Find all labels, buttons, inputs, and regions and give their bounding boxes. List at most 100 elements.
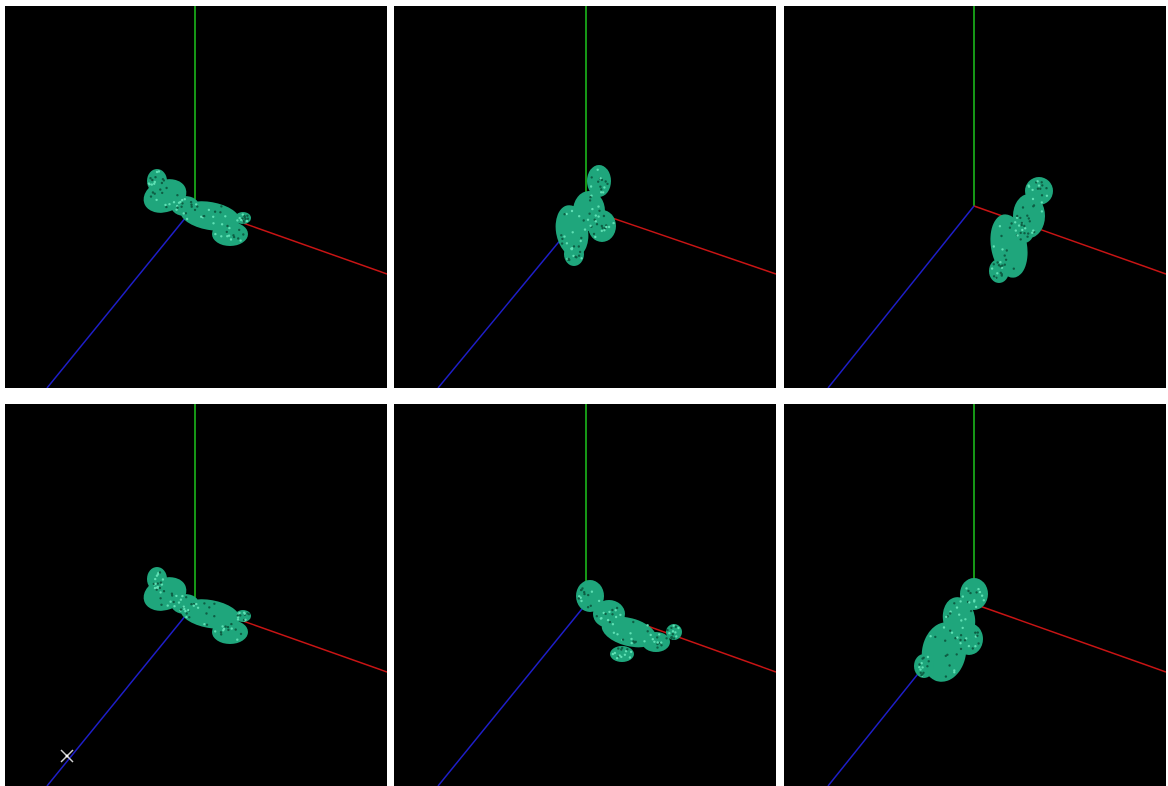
model-texture [240, 218, 243, 222]
model-texture [1016, 234, 1019, 237]
model-texture [1031, 197, 1035, 201]
model-texture [579, 596, 582, 599]
model-texture [965, 637, 968, 640]
model-texture [615, 657, 619, 660]
model-texture [611, 613, 614, 616]
model-texture [150, 183, 153, 186]
model-texture [926, 655, 930, 659]
model-texture [152, 582, 155, 586]
model-texture [587, 593, 590, 597]
scene-canvas[interactable] [784, 404, 1166, 786]
model-texture [583, 591, 586, 594]
model-texture [658, 633, 661, 636]
model-texture [219, 631, 223, 634]
model-texture [243, 611, 246, 614]
model-texture [948, 664, 951, 667]
model-texture [230, 622, 233, 626]
model-texture [600, 229, 603, 233]
scene-canvas[interactable] [784, 6, 1166, 388]
model-texture [590, 176, 593, 179]
model-texture [959, 638, 962, 642]
model-texture [594, 220, 597, 223]
model-texture [1032, 229, 1035, 232]
scene-canvas[interactable] [394, 404, 776, 786]
model-texture [149, 177, 152, 180]
model-texture [618, 654, 621, 657]
model-texture [246, 217, 250, 220]
model-texture [185, 612, 188, 615]
model-texture [646, 630, 649, 633]
model-texture [239, 632, 243, 636]
model-texture [575, 256, 578, 259]
model-texture [245, 219, 249, 223]
scene-canvas[interactable] [5, 6, 387, 388]
model-texture [632, 620, 635, 624]
model-texture [611, 652, 615, 656]
model-texture [999, 271, 1002, 274]
model-texture [1000, 274, 1003, 277]
viewport-1[interactable] [5, 6, 387, 388]
model-texture [170, 592, 174, 595]
model-texture [154, 176, 157, 179]
model-texture [600, 224, 603, 228]
model-texture [1023, 232, 1026, 235]
model-texture [246, 214, 249, 217]
model-texture [220, 223, 224, 226]
model-texture [646, 624, 649, 627]
model-texture [665, 637, 668, 640]
model-texture [944, 654, 947, 658]
model-texture [628, 656, 632, 659]
model-texture [162, 590, 166, 593]
model-texture [959, 600, 962, 603]
model-texture [675, 635, 678, 638]
model-texture [623, 653, 627, 656]
model-texture [1027, 232, 1030, 235]
model-texture [616, 633, 619, 636]
z-axis [46, 603, 196, 786]
model-texture [165, 205, 168, 209]
model-texture [1014, 221, 1017, 224]
model-texture [236, 614, 239, 617]
model-texture [570, 209, 574, 213]
model-texture [159, 188, 162, 191]
scene-background [784, 6, 1166, 388]
model-texture [976, 634, 979, 637]
model-texture [674, 625, 677, 629]
model-texture [594, 214, 597, 217]
model-texture [244, 618, 247, 621]
model-texture [177, 201, 181, 204]
model-texture [969, 591, 972, 595]
model-texture [589, 185, 593, 188]
model-texture [588, 199, 592, 202]
model-texture [222, 627, 226, 631]
model-texture [1023, 224, 1026, 228]
viewport-3[interactable] [784, 6, 1166, 388]
scene-canvas[interactable] [394, 6, 776, 388]
viewport-6[interactable] [784, 404, 1166, 786]
model-texture [606, 182, 609, 186]
model-part [955, 623, 983, 655]
model-texture [982, 599, 985, 602]
viewport-5[interactable] [394, 404, 776, 786]
model-texture [213, 602, 216, 605]
model-texture [608, 620, 612, 624]
scene-canvas[interactable] [5, 404, 387, 786]
viewport-2[interactable] [394, 6, 776, 388]
model-texture [168, 203, 171, 206]
model-texture [236, 618, 240, 621]
model-texture [1005, 249, 1008, 252]
model-texture [213, 210, 217, 213]
model-texture [238, 611, 241, 615]
model-texture [611, 623, 615, 626]
viewport-4[interactable] [5, 404, 387, 786]
dragon-model [576, 580, 682, 662]
model-texture [172, 600, 175, 604]
model-texture [588, 212, 591, 215]
model-texture [612, 631, 616, 634]
model-texture [214, 630, 217, 633]
model-texture [671, 630, 675, 633]
model-texture [1010, 222, 1013, 225]
model-texture [590, 590, 594, 593]
model-texture [961, 626, 964, 630]
